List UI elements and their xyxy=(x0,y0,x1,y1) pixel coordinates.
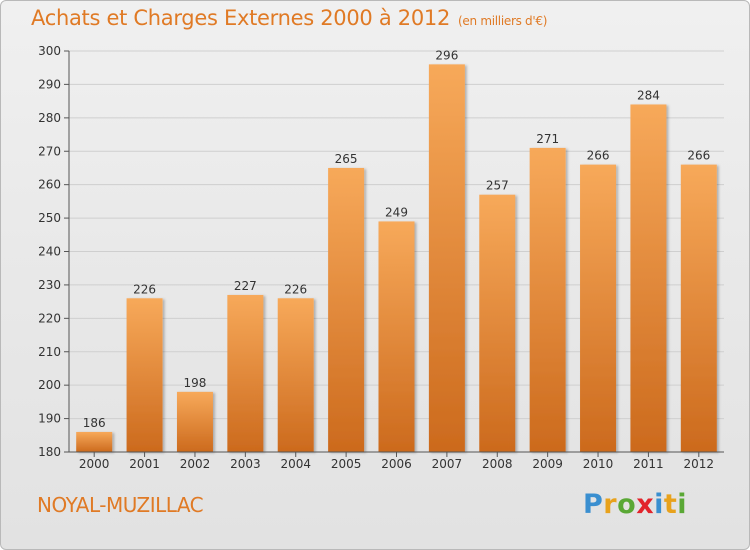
y-tick-label: 200 xyxy=(38,378,61,392)
axis-layer: 180 190 200 210 220 230 240 250 260 270 280 290 300 2… xyxy=(38,44,724,471)
bar-2011[interactable] xyxy=(630,104,667,452)
data-label: 226 xyxy=(133,282,156,296)
chart-unit-label: (en milliers d'€) xyxy=(458,14,548,28)
y-tick-label: 290 xyxy=(38,77,61,91)
bar-2007[interactable] xyxy=(428,64,465,452)
data-label: 227 xyxy=(234,279,257,293)
data-label: 257 xyxy=(486,179,509,193)
x-tick-label: 2012 xyxy=(684,457,715,471)
y-tick-label: 220 xyxy=(38,311,61,325)
proxiti-logo[interactable]: Proxiti xyxy=(583,489,687,520)
data-labels-layer: 186 226 198 227 226 265 249 296 257 271 266 284 266 xyxy=(83,48,711,430)
bar-2012[interactable] xyxy=(680,164,717,452)
data-label: 265 xyxy=(335,152,358,166)
bar-2003[interactable] xyxy=(227,294,264,452)
data-label: 296 xyxy=(435,48,458,62)
chart-title-text: Achats et Charges Externes 2000 à 2012 xyxy=(31,6,451,30)
y-tick-label: 230 xyxy=(38,278,61,292)
data-label: 226 xyxy=(284,282,307,296)
bar-2005[interactable] xyxy=(328,167,365,453)
y-tick-label: 260 xyxy=(38,178,61,192)
x-tick-label: 2003 xyxy=(230,457,261,471)
data-label: 198 xyxy=(184,376,207,390)
y-tick-label: 280 xyxy=(38,111,61,125)
y-tick-label: 180 xyxy=(38,445,61,459)
x-tick-label: 2001 xyxy=(129,457,160,471)
x-tick-label: 2011 xyxy=(633,457,664,471)
data-label: 266 xyxy=(587,149,610,163)
y-tick-label: 190 xyxy=(38,412,61,426)
data-label: 186 xyxy=(83,416,106,430)
y-tick-label: 270 xyxy=(38,144,61,158)
data-label: 249 xyxy=(385,205,408,219)
logo-letter: t xyxy=(663,489,678,520)
x-tick-label: 2006 xyxy=(381,457,412,471)
logo-letter: i xyxy=(677,489,688,520)
x-tick-label: 2004 xyxy=(280,457,311,471)
logo-letter: r xyxy=(603,489,618,520)
bar-2006[interactable] xyxy=(378,221,415,452)
data-label: 266 xyxy=(687,149,710,163)
bar-2002[interactable] xyxy=(176,391,213,452)
chart-title: Achats et Charges Externes 2000 à 2012 (e… xyxy=(31,6,547,30)
bars-layer xyxy=(76,64,717,453)
x-tick-label: 2009 xyxy=(532,457,563,471)
data-label: 271 xyxy=(536,132,559,146)
bar-2000[interactable] xyxy=(76,431,113,452)
x-tick-label: 2008 xyxy=(482,457,513,471)
bar-2009[interactable] xyxy=(529,147,566,453)
y-tick-label: 300 xyxy=(38,44,61,58)
bar-2008[interactable] xyxy=(479,194,516,453)
logo-letter: P xyxy=(583,489,604,520)
logo-letter: o xyxy=(617,489,637,520)
bar-2004[interactable] xyxy=(277,298,314,452)
bar-2010[interactable] xyxy=(580,164,617,452)
y-tick-label: 250 xyxy=(38,211,61,225)
y-tick-label: 240 xyxy=(38,245,61,259)
commune-name: NOYAL-MUZILLAC xyxy=(37,493,204,517)
logo-letter: i xyxy=(654,489,664,520)
bar-2001[interactable] xyxy=(126,298,163,452)
x-tick-label: 2000 xyxy=(79,457,110,471)
x-tick-label: 2010 xyxy=(583,457,614,471)
x-tick-label: 2007 xyxy=(432,457,463,471)
data-label: 284 xyxy=(637,88,660,102)
x-tick-label: 2002 xyxy=(180,457,211,471)
y-tick-label: 210 xyxy=(38,345,61,359)
x-tick-label: 2005 xyxy=(331,457,362,471)
logo-letter: x xyxy=(636,489,655,520)
